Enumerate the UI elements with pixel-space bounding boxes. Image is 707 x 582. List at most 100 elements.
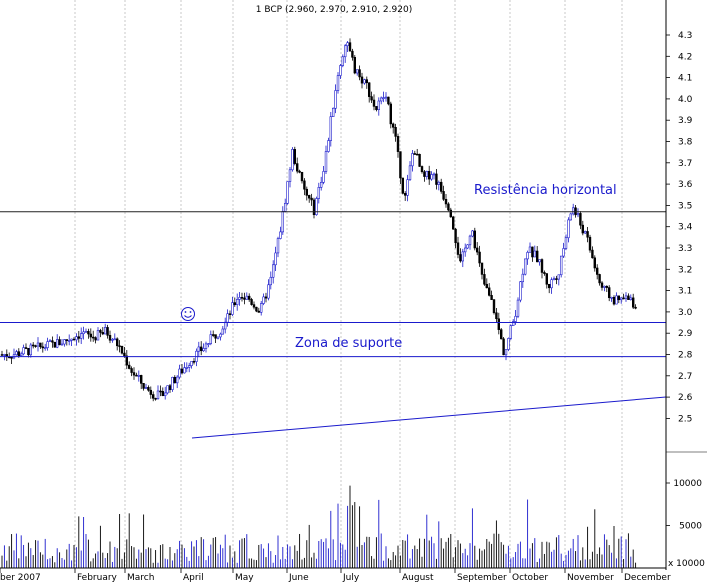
candle-body [3, 354, 6, 356]
candle-body [370, 96, 373, 101]
candle-body [418, 153, 421, 167]
candle-body [19, 353, 23, 357]
volume-axis: 10000 5000 [666, 479, 702, 532]
candle-body [202, 348, 205, 352]
candle-body [243, 297, 246, 300]
candle-body [188, 365, 191, 368]
candle-body [219, 333, 222, 338]
x-tick-label: November [567, 573, 614, 582]
candle-body [173, 376, 176, 384]
horizontal-lines [0, 211, 666, 358]
candle-body [468, 235, 472, 246]
y-tick-label: 2.7 [678, 372, 692, 382]
candle-body [255, 306, 258, 312]
candle-body [252, 304, 256, 308]
candle-body [379, 97, 383, 102]
candle-body [144, 387, 148, 389]
candle-body [363, 79, 366, 84]
candle-body [365, 79, 368, 84]
candle-body [295, 163, 299, 172]
candle-body [89, 333, 93, 338]
candle-body [603, 285, 606, 288]
annotation-resistencia: Resistência horizontal [474, 183, 617, 198]
candle-body [499, 329, 503, 340]
candle-body [288, 169, 292, 182]
candle-body [36, 342, 40, 347]
candle-body [567, 219, 570, 239]
smiley-icon [181, 307, 195, 321]
candle-body [581, 224, 585, 234]
candle-body [415, 153, 419, 156]
candle-body [101, 332, 105, 335]
x-tick-label: ber 2007 [0, 573, 41, 582]
candle-body [571, 207, 575, 215]
candle-body [591, 249, 594, 259]
y-tick-label: 3.9 [678, 116, 693, 126]
candle-body [233, 302, 236, 305]
candle-body [543, 272, 546, 274]
candle-body [387, 96, 390, 105]
candle-body [58, 339, 61, 346]
y-tick-label: 3.6 [678, 180, 693, 190]
candle-body [478, 251, 481, 264]
candle-body [204, 343, 208, 349]
candle-body [168, 385, 172, 390]
candle-body [197, 346, 200, 352]
candle-body [449, 209, 452, 218]
candle-body [447, 203, 450, 211]
candle-body [497, 318, 500, 330]
x-tick-label: September [457, 573, 507, 582]
candle-body [31, 344, 35, 347]
candle-body [291, 149, 294, 171]
candle-body [459, 254, 462, 262]
candle-body [216, 336, 220, 339]
candle-body [207, 343, 210, 345]
price-axis: 4.3 4.2 4.1 4.0 3.9 3.8 3.7 3.6 3.5 3.4 3.3 3.2 3.1 3… [666, 31, 693, 424]
candle-body [305, 188, 308, 196]
candle-body [108, 335, 112, 341]
candle-body [612, 297, 616, 305]
candle-body [610, 297, 613, 299]
candle-body [209, 334, 212, 344]
candle-body [535, 250, 539, 263]
candle-body [111, 339, 114, 341]
candle-body [358, 69, 361, 78]
candle-body [574, 207, 577, 216]
candle-body [550, 279, 553, 289]
candle-body [487, 287, 491, 296]
volume-bars [1, 485, 637, 568]
candle-body [331, 107, 335, 117]
candle-body [248, 295, 251, 300]
candle-body [427, 171, 431, 180]
candle-body [161, 391, 164, 397]
candle-body [475, 247, 479, 253]
candle-body [92, 336, 95, 339]
candle-body [425, 171, 428, 177]
volume-unit-label: x 10000 [668, 559, 705, 569]
candle-body [485, 283, 488, 289]
candle-body [466, 244, 469, 249]
candle-body [87, 331, 90, 335]
candle-body [634, 306, 637, 309]
candle-body [396, 136, 400, 152]
candle-body [118, 345, 121, 348]
candle-body [413, 153, 416, 155]
candle-body [281, 211, 284, 233]
candle-body [435, 173, 438, 185]
candle-body [339, 65, 342, 76]
candle-body [130, 368, 133, 373]
candle-body [51, 340, 54, 343]
candle-body [631, 297, 635, 308]
candle-body [355, 69, 359, 74]
candle-body [46, 341, 49, 348]
candle-body [336, 75, 340, 91]
candle-body [559, 255, 563, 276]
candle-body [221, 328, 224, 335]
candle-body [607, 287, 611, 299]
candle-body [116, 338, 119, 347]
candle-body [264, 296, 268, 299]
month-axis: ber 2007 February March April May June July Aug… [0, 568, 671, 582]
candle-body [360, 76, 364, 84]
candle-body [166, 385, 169, 394]
candle-body [300, 172, 304, 182]
